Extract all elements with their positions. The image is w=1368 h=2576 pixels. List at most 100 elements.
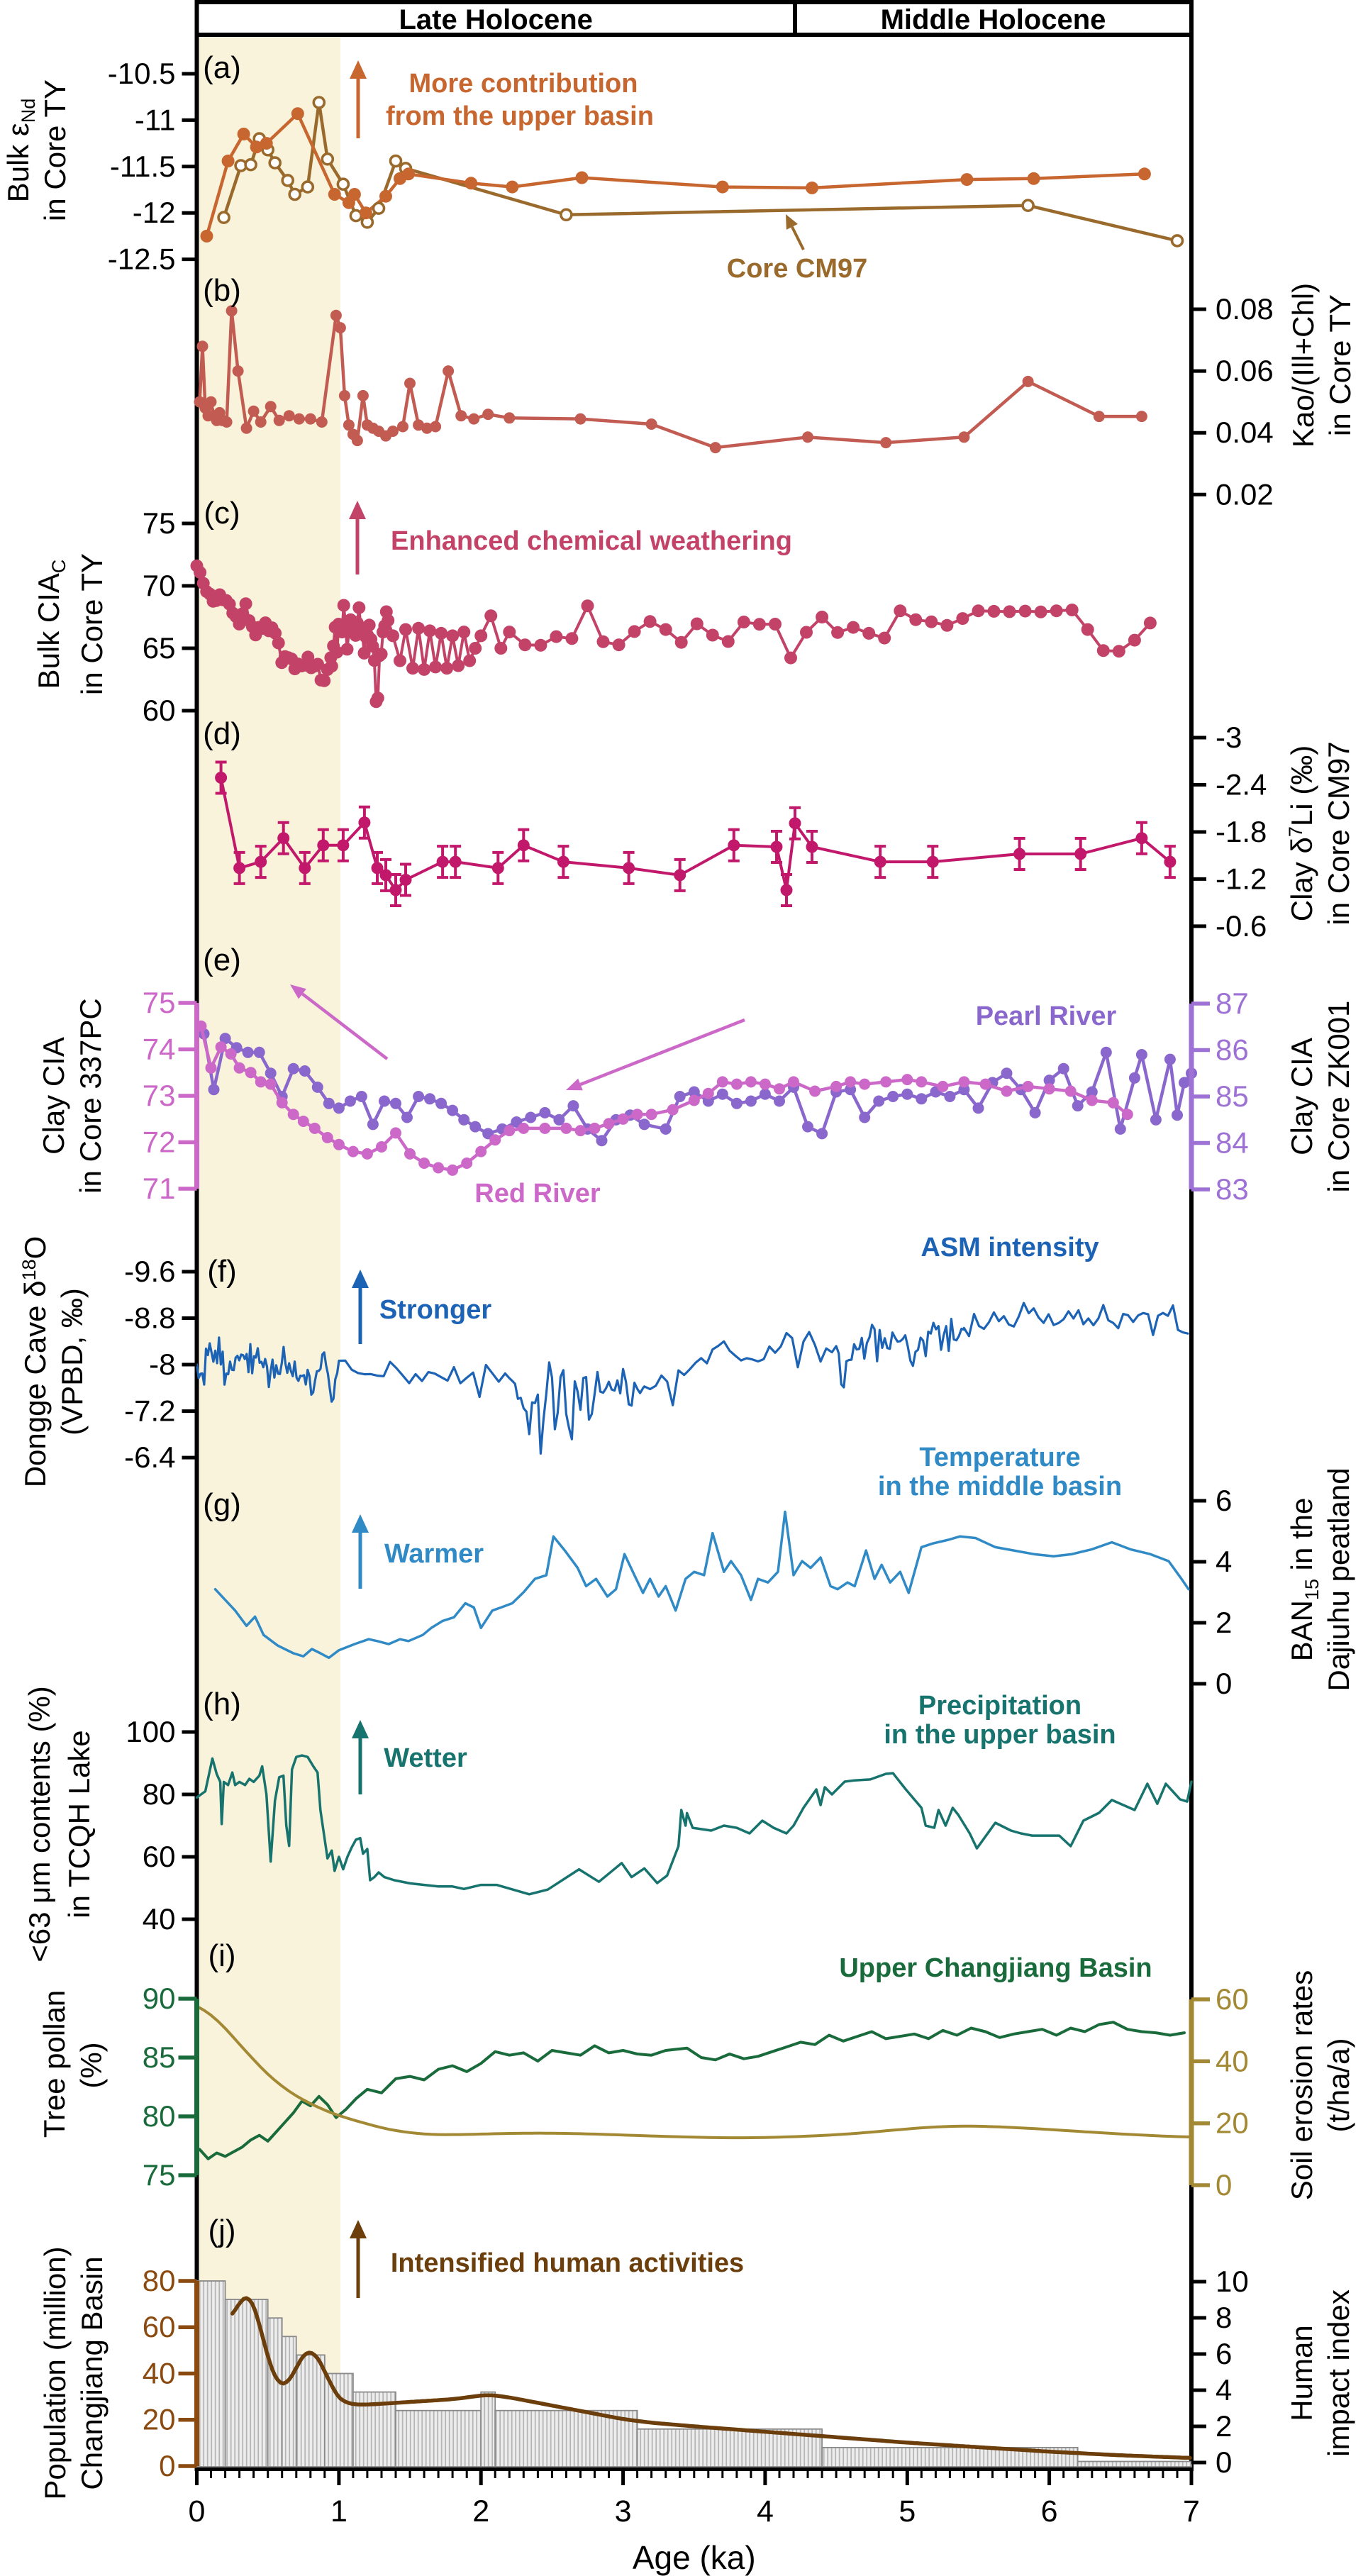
svg-text:Tree pollan: Tree pollan xyxy=(38,1990,71,2138)
svg-text:-3: -3 xyxy=(1216,721,1242,754)
svg-text:60: 60 xyxy=(143,2310,176,2343)
svg-text:20: 20 xyxy=(143,2403,176,2436)
svg-text:Clay CIA: Clay CIA xyxy=(1285,1038,1318,1155)
svg-text:(g): (g) xyxy=(203,1487,241,1522)
svg-text:4: 4 xyxy=(1216,2373,1232,2406)
svg-text:in Core TY: in Core TY xyxy=(1323,294,1357,436)
svg-text:in Core ZK001: in Core ZK001 xyxy=(1322,1001,1355,1193)
svg-text:-6.4: -6.4 xyxy=(124,1440,175,1474)
svg-text:0: 0 xyxy=(159,2449,175,2482)
svg-text:-2.4: -2.4 xyxy=(1216,768,1267,801)
svg-text:80: 80 xyxy=(143,2099,176,2133)
svg-text:(VPBD, ‰): (VPBD, ‰) xyxy=(55,1288,89,1436)
svg-text:-0.6: -0.6 xyxy=(1216,909,1267,943)
svg-text:Kao/(Ill+Chl): Kao/(Ill+Chl) xyxy=(1286,283,1320,448)
svg-text:0.02: 0.02 xyxy=(1216,477,1274,511)
svg-text:-8.8: -8.8 xyxy=(124,1301,175,1335)
svg-text:impact index: impact index xyxy=(1322,2289,1355,2457)
svg-text:0: 0 xyxy=(1216,1667,1232,1700)
svg-text:Upper Changjiang Basin: Upper Changjiang Basin xyxy=(839,1953,1152,1983)
svg-text:in the upper basin: in the upper basin xyxy=(884,1720,1116,1750)
svg-text:(f): (f) xyxy=(207,1254,237,1289)
svg-text:Temperature: Temperature xyxy=(919,1443,1080,1472)
svg-text:(e): (e) xyxy=(203,943,241,977)
svg-text:-12.5: -12.5 xyxy=(108,243,176,276)
svg-text:(a): (a) xyxy=(203,50,241,85)
svg-text:75: 75 xyxy=(143,2158,176,2192)
svg-text:80: 80 xyxy=(143,2264,176,2297)
svg-text:3: 3 xyxy=(615,2494,632,2528)
svg-text:60: 60 xyxy=(143,694,176,727)
svg-text:83: 83 xyxy=(1216,1172,1249,1206)
svg-text:100: 100 xyxy=(126,1715,175,1748)
svg-text:40: 40 xyxy=(1216,2044,1249,2077)
svg-text:(h): (h) xyxy=(203,1687,241,1721)
svg-text:72: 72 xyxy=(143,1126,176,1159)
svg-text:70: 70 xyxy=(143,569,176,602)
svg-text:4: 4 xyxy=(1216,1545,1232,1578)
svg-text:Clay δ7Li (‰): Clay δ7Li (‰) xyxy=(1285,745,1318,921)
svg-text:(c): (c) xyxy=(204,496,240,531)
svg-text:(b): (b) xyxy=(203,273,241,308)
svg-text:More contribution: More contribution xyxy=(409,69,638,99)
svg-text:40: 40 xyxy=(143,2357,176,2390)
svg-text:0: 0 xyxy=(1216,2445,1232,2479)
svg-text:(t/ha/a): (t/ha/a) xyxy=(1322,2038,1355,2132)
svg-text:0: 0 xyxy=(1216,2168,1232,2202)
svg-text:in Core 337PC: in Core 337PC xyxy=(74,998,107,1193)
svg-text:Wetter: Wetter xyxy=(384,1743,467,1773)
svg-text:0.06: 0.06 xyxy=(1216,354,1274,387)
svg-text:2: 2 xyxy=(472,2494,489,2528)
svg-text:-10.5: -10.5 xyxy=(108,57,176,90)
svg-text:75: 75 xyxy=(143,506,176,540)
svg-text:-8: -8 xyxy=(149,1348,175,1381)
svg-text:-9.6: -9.6 xyxy=(124,1255,175,1288)
svg-text:6: 6 xyxy=(1216,2337,1232,2370)
svg-text:-7.2: -7.2 xyxy=(124,1394,175,1428)
svg-text:87: 87 xyxy=(1216,987,1249,1020)
svg-text:(i): (i) xyxy=(208,1938,235,1973)
svg-text:Core CM97: Core CM97 xyxy=(727,254,868,284)
svg-text:BAN15 in the: BAN15 in the xyxy=(1285,1498,1323,1662)
svg-text:86: 86 xyxy=(1216,1033,1249,1067)
svg-text:90: 90 xyxy=(143,1982,176,2015)
svg-text:0: 0 xyxy=(189,2494,206,2528)
svg-text:<63 μm contents (%): <63 μm contents (%) xyxy=(23,1686,56,1962)
svg-text:Pearl River: Pearl River xyxy=(976,1001,1117,1031)
svg-text:ASM intensity: ASM intensity xyxy=(921,1233,1099,1262)
svg-text:84: 84 xyxy=(1216,1126,1249,1160)
svg-text:10: 10 xyxy=(1216,2265,1249,2298)
svg-text:6: 6 xyxy=(1216,1484,1232,1517)
svg-text:Middle Holocene: Middle Holocene xyxy=(881,4,1106,35)
svg-text:-11: -11 xyxy=(135,103,176,136)
svg-text:-1.2: -1.2 xyxy=(1216,862,1267,895)
svg-text:2: 2 xyxy=(1216,1606,1232,1639)
svg-text:Dajiuhu peatland: Dajiuhu peatland xyxy=(1322,1467,1355,1691)
svg-text:from the upper basin: from the upper basin xyxy=(386,101,654,131)
svg-text:(j): (j) xyxy=(208,2214,235,2248)
svg-text:Clay CIA: Clay CIA xyxy=(37,1037,70,1155)
svg-text:Age (ka): Age (ka) xyxy=(633,2539,756,2576)
svg-text:60: 60 xyxy=(143,1840,176,1873)
svg-text:in Core TY: in Core TY xyxy=(38,79,72,221)
svg-text:Warmer: Warmer xyxy=(384,1539,484,1569)
svg-text:73: 73 xyxy=(143,1079,176,1112)
svg-text:in the middle basin: in the middle basin xyxy=(878,1472,1122,1501)
svg-text:Population (million): Population (million) xyxy=(38,2246,72,2499)
svg-text:Bulk CIAC: Bulk CIAC xyxy=(32,560,69,689)
svg-text:Red River: Red River xyxy=(474,1179,601,1209)
svg-text:-11.5: -11.5 xyxy=(110,150,176,183)
svg-text:6: 6 xyxy=(1041,2494,1058,2528)
svg-text:85: 85 xyxy=(1216,1079,1249,1113)
svg-text:40: 40 xyxy=(143,1902,176,1936)
svg-text:4: 4 xyxy=(757,2494,774,2528)
svg-text:85: 85 xyxy=(143,2041,176,2074)
svg-text:-12: -12 xyxy=(133,196,176,229)
svg-text:Intensified human activities: Intensified human activities xyxy=(391,2248,744,2278)
svg-text:(d): (d) xyxy=(203,716,241,751)
svg-text:60: 60 xyxy=(1216,1982,1249,2016)
svg-text:2: 2 xyxy=(1216,2409,1232,2443)
svg-text:0.04: 0.04 xyxy=(1216,416,1274,449)
svg-text:in Core CM97: in Core CM97 xyxy=(1322,741,1355,925)
svg-text:80: 80 xyxy=(143,1777,176,1811)
